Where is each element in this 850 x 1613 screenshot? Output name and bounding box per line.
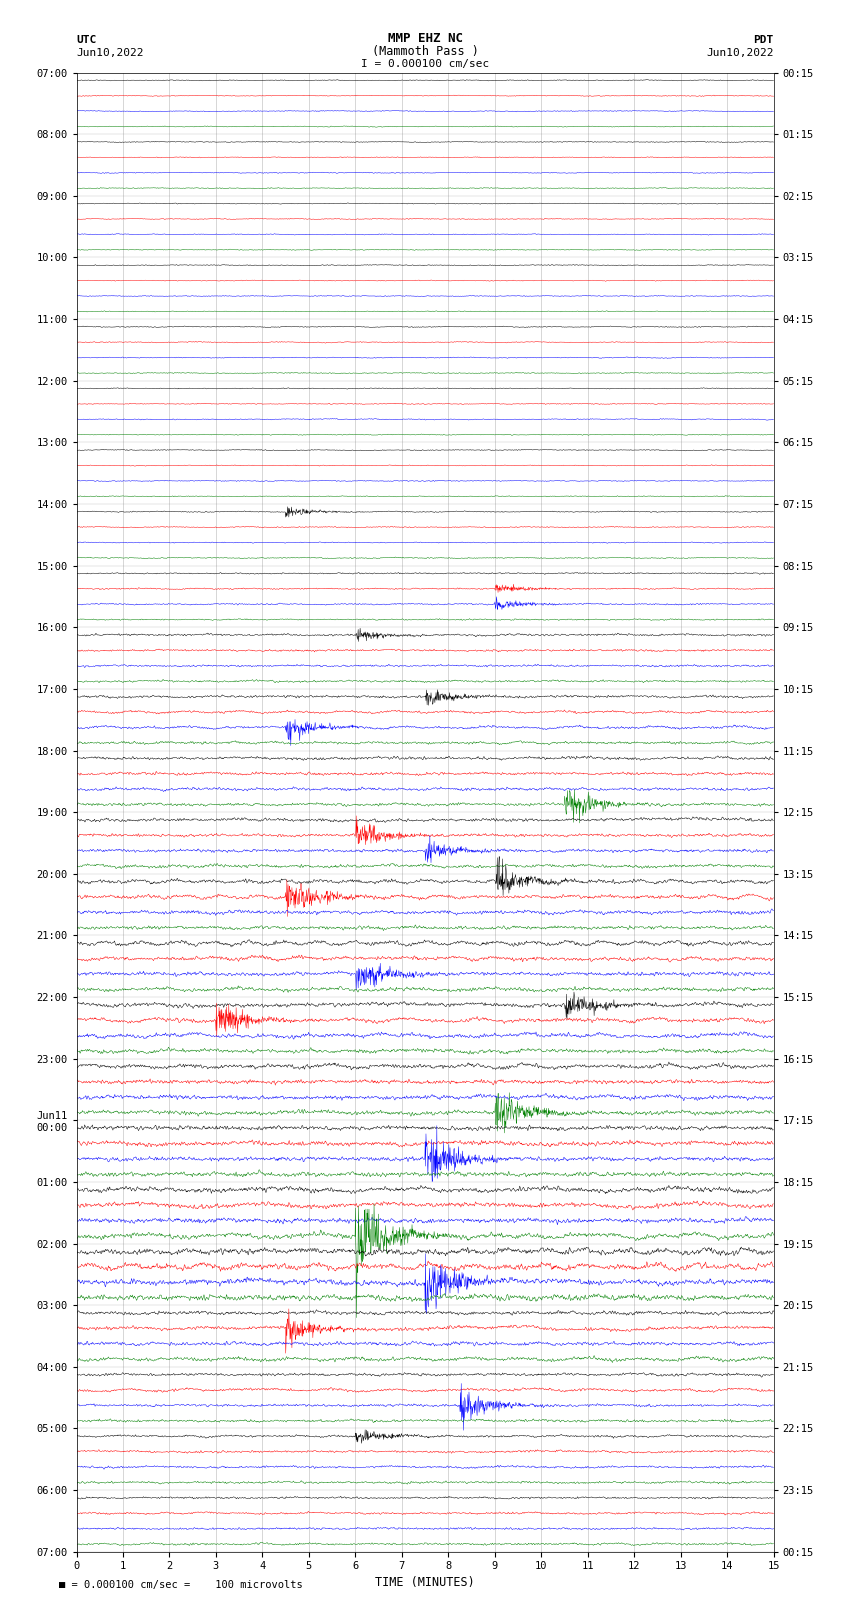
Text: Jun10,2022: Jun10,2022 — [76, 48, 144, 58]
Text: PDT: PDT — [753, 35, 774, 45]
Text: Jun10,2022: Jun10,2022 — [706, 48, 774, 58]
Text: I = 0.000100 cm/sec: I = 0.000100 cm/sec — [361, 60, 489, 69]
Text: (Mammoth Pass ): (Mammoth Pass ) — [371, 45, 479, 58]
X-axis label: TIME (MINUTES): TIME (MINUTES) — [375, 1576, 475, 1589]
Text: ■ = 0.000100 cm/sec =    100 microvolts: ■ = 0.000100 cm/sec = 100 microvolts — [60, 1581, 303, 1590]
Text: MMP EHZ NC: MMP EHZ NC — [388, 32, 462, 45]
Text: UTC: UTC — [76, 35, 97, 45]
